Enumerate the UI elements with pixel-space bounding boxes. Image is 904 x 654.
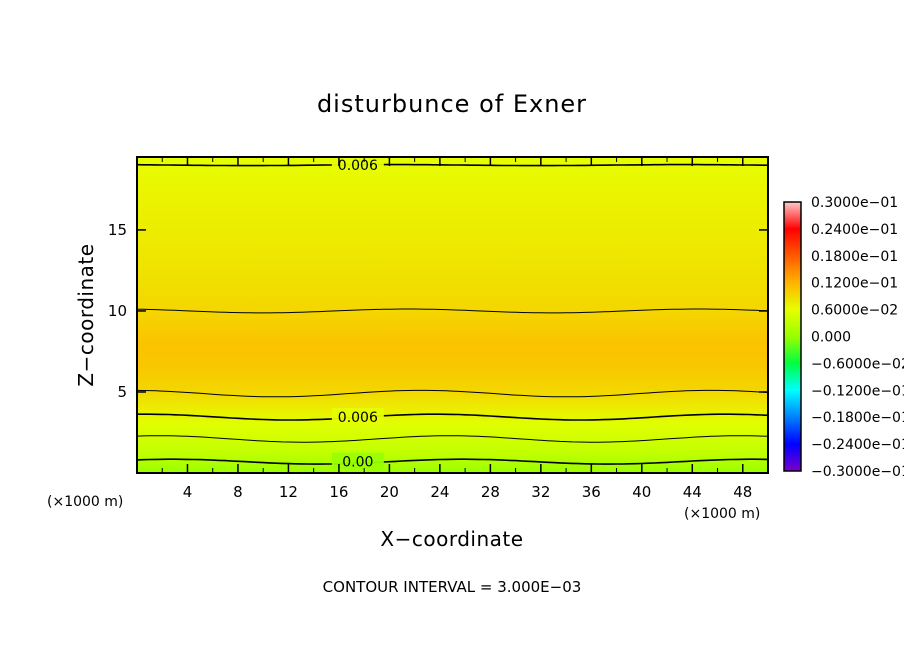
x-tick-label: 12 [279, 483, 298, 501]
contour-label-bg [331, 156, 384, 173]
x-tick-label: 8 [233, 483, 243, 501]
y-tick-label: 5 [117, 383, 127, 401]
x-tick-label: 40 [632, 483, 651, 501]
x-tick-label: 48 [733, 483, 752, 501]
colorbar-label: 0.6000e−02 [811, 303, 898, 319]
colorbar-label: −0.6000e−02 [811, 356, 904, 372]
contour-labels: 0.00 0.006 0.006 [331, 156, 384, 471]
x-tick-label: 44 [683, 483, 702, 501]
x-tick-label: 4 [183, 483, 193, 501]
colorbar: 0.3000e−01 0.2400e−01 0.1800e−01 0.1200e−01… [783, 195, 904, 480]
contour-label-bg [331, 408, 384, 425]
x-tick-label: 36 [582, 483, 601, 501]
colorbar-label: −0.1800e−01 [811, 410, 904, 426]
contour-label: 0.006 [338, 158, 378, 174]
colorbar-label: 0.1800e−01 [811, 249, 898, 265]
x-tick-label: 28 [481, 483, 500, 501]
x-tick-label: 20 [380, 483, 399, 501]
contour-interval-note: CONTOUR INTERVAL = 3.000E−03 [323, 578, 582, 596]
x-unit-right: (×1000 m) [684, 506, 760, 522]
contour-label-bg [331, 452, 384, 469]
x-unit-left: (×1000 m) [47, 494, 123, 510]
y-ticks: 5 10 15 [108, 221, 768, 401]
x-tick-label: 24 [430, 483, 449, 501]
contour-line [137, 163, 768, 167]
contour-line [137, 389, 768, 398]
colorbar-label: −0.2400e−01 [811, 437, 904, 453]
contour-line [137, 413, 768, 421]
colorbar-label: 0.2400e−01 [811, 222, 898, 238]
colorbar-label: 0.000 [811, 330, 851, 346]
contour-line [137, 308, 768, 314]
field-fill [137, 157, 768, 473]
contour-lines [137, 163, 768, 465]
contour-line [137, 435, 768, 443]
plot-frame [136, 156, 769, 474]
x-tick-label: 32 [531, 483, 550, 501]
colorbar-label: −0.3000e−01 [811, 464, 904, 480]
contour-label: 0.006 [338, 410, 378, 426]
contour-line [137, 458, 768, 465]
colorbar-label: −0.1200e−01 [811, 383, 904, 399]
y-tick-label: 10 [108, 302, 127, 320]
y-tick-label: 15 [108, 221, 127, 239]
x-ticks: 4 8 12 16 20 24 28 32 36 40 44 48 [161, 157, 752, 501]
chart-title: disturbunce of Exner [317, 90, 587, 118]
x-tick-label: 16 [329, 483, 348, 501]
contour-label: 0.00 [342, 455, 373, 471]
x-axis-label: X−coordinate [380, 527, 523, 551]
y-axis-label: Z−coordinate [74, 243, 98, 386]
colorbar-label: 0.1200e−01 [811, 276, 898, 292]
colorbar-scale [783, 201, 802, 472]
colorbar-label: 0.3000e−01 [811, 195, 898, 211]
